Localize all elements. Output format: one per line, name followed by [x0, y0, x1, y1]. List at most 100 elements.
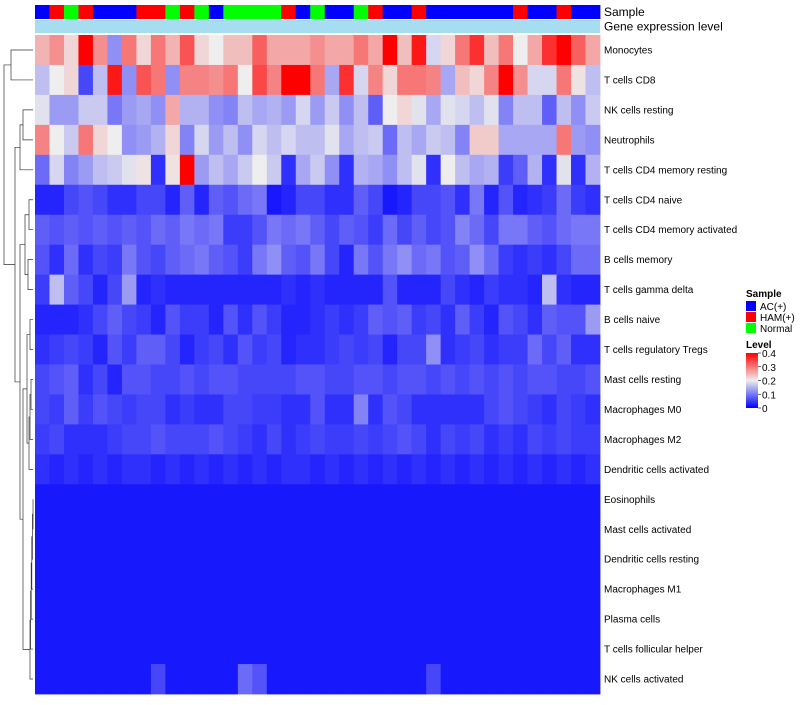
row-label: Dendritic cells activated	[604, 465, 709, 476]
heatmap-cell	[223, 574, 239, 605]
heatmap-cell	[92, 244, 108, 276]
heatmap-cell	[339, 424, 355, 455]
heatmap-cell	[484, 394, 499, 425]
heatmap-cell	[542, 184, 557, 216]
heatmap-cell	[411, 364, 427, 395]
heatmap-cell	[150, 274, 166, 305]
heatmap-cell	[165, 394, 181, 425]
heatmap-cell	[223, 454, 239, 485]
heatmap-cell	[194, 514, 210, 545]
heatmap-cell	[92, 574, 108, 605]
heatmap-cell	[382, 574, 398, 605]
heatmap-cell	[455, 244, 471, 276]
heatmap-cell	[440, 394, 456, 425]
heatmap-cell	[63, 244, 79, 276]
heatmap-cell	[252, 184, 268, 216]
heatmap-cell	[455, 304, 471, 335]
heatmap-cell	[295, 574, 311, 605]
heatmap-cell	[426, 454, 442, 485]
heatmap-cell	[426, 124, 442, 156]
heatmap-cell	[107, 124, 123, 156]
heatmap-cell	[498, 574, 514, 605]
heatmap-cell	[237, 304, 253, 335]
heatmap-cell	[411, 424, 427, 455]
heatmap-cell	[498, 364, 514, 395]
heatmap-cell	[484, 574, 499, 605]
heatmap-cell	[571, 364, 586, 395]
sample-annotation-cell	[281, 5, 297, 19]
heatmap-cell	[281, 274, 297, 305]
sample-annotation-cell	[266, 5, 282, 19]
heatmap-cell	[382, 244, 398, 276]
heatmap-cell	[78, 664, 94, 695]
legend-sample-label: AC(+)	[760, 302, 786, 313]
heatmap-cell	[440, 124, 456, 156]
heatmap-cell	[237, 274, 253, 305]
heatmap-cell	[339, 544, 355, 575]
heatmap-cell	[150, 154, 166, 186]
heatmap-cell	[324, 634, 340, 665]
heatmap-cell	[368, 574, 384, 605]
heatmap-cell	[310, 304, 326, 335]
heatmap-cell	[426, 424, 442, 455]
heatmap-cell	[107, 94, 123, 126]
heatmap-cell	[179, 544, 195, 575]
heatmap-cell	[281, 454, 297, 485]
heatmap-cell	[571, 214, 586, 246]
heatmap-cell	[513, 574, 528, 605]
heatmap-cell	[527, 394, 543, 425]
heatmap-cell	[339, 484, 355, 515]
heatmap-cell	[484, 544, 499, 575]
heatmap-cell	[150, 364, 166, 395]
heatmap-cell	[455, 124, 471, 156]
heatmap-cell	[165, 64, 181, 96]
heatmap-cell	[542, 364, 557, 395]
heatmap-cell	[281, 364, 297, 395]
heatmap-cell	[35, 35, 50, 66]
heatmap-cell	[281, 634, 297, 665]
heatmap-cell	[513, 304, 528, 335]
heatmap-cell	[571, 394, 586, 425]
heatmap-cell	[353, 334, 369, 365]
heatmap-cell	[194, 274, 210, 305]
heatmap-cell	[121, 664, 137, 695]
heatmap-cell	[571, 574, 586, 605]
heatmap-cell	[237, 664, 253, 695]
heatmap-cell	[49, 664, 65, 695]
heatmap-cell	[223, 274, 239, 305]
heatmap-cell	[469, 64, 485, 96]
heatmap-cell	[585, 64, 601, 96]
heatmap-cell	[556, 124, 572, 156]
heatmap-cell	[165, 544, 181, 575]
heatmap-cell	[368, 214, 384, 246]
row-label: T cells CD4 memory activated	[604, 225, 737, 236]
heatmap-cell	[353, 214, 369, 246]
heatmap-cell	[397, 334, 413, 365]
heatmap-cell	[440, 154, 456, 186]
heatmap-cell	[397, 664, 413, 695]
heatmap-cell	[223, 604, 239, 635]
heatmap-cell	[92, 424, 108, 455]
heatmap-cell	[440, 634, 456, 665]
heatmap-cell	[150, 394, 166, 425]
heatmap-cell	[165, 94, 181, 126]
heatmap-cell	[121, 274, 137, 305]
heatmap-cell	[252, 454, 268, 485]
heatmap-cell	[455, 454, 471, 485]
row-label: B cells naive	[604, 315, 661, 326]
sample-annotation-cell	[179, 5, 195, 19]
heatmap-cell	[382, 304, 398, 335]
heatmap-cell	[353, 394, 369, 425]
heatmap-cell	[252, 214, 268, 246]
heatmap-cell	[49, 484, 65, 515]
heatmap-cell	[295, 454, 311, 485]
heatmap-cell	[78, 214, 94, 246]
heatmap-cell	[49, 274, 65, 305]
heatmap-cell	[252, 664, 268, 695]
heatmap-cell	[281, 124, 297, 156]
heatmap-cell	[324, 484, 340, 515]
heatmap-cell	[368, 424, 384, 455]
heatmap-cell	[382, 35, 398, 66]
